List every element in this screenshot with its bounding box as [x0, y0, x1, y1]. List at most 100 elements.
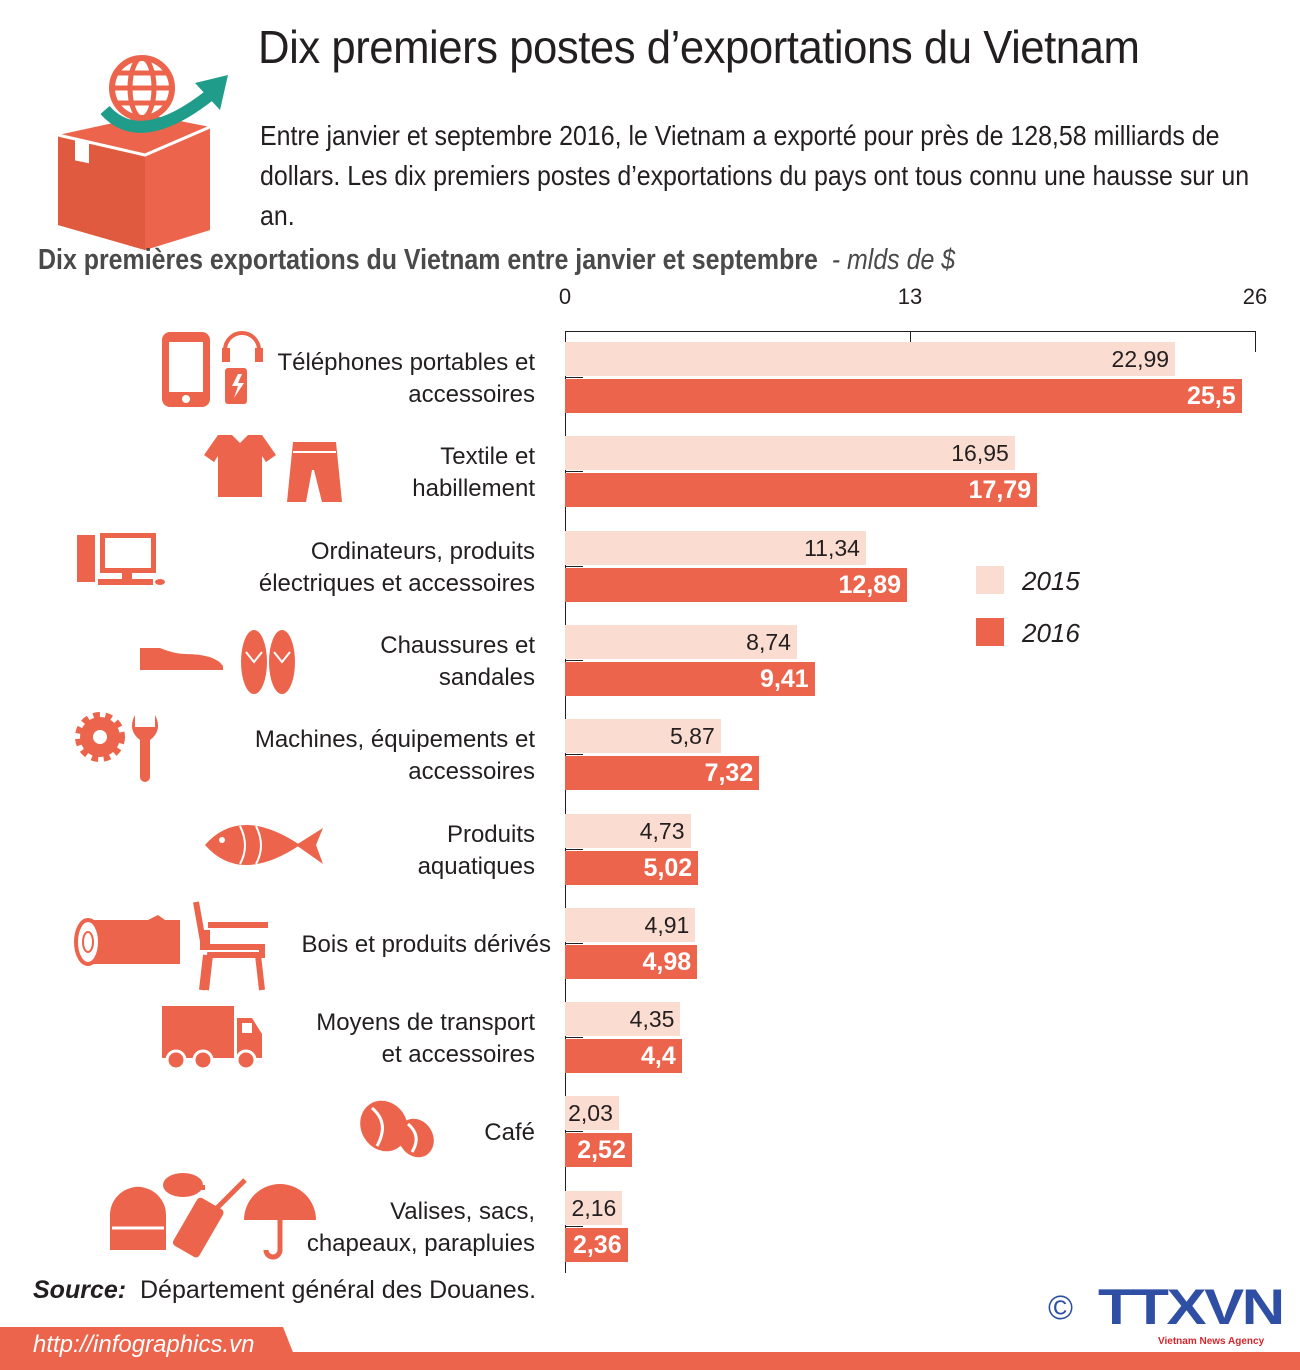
data-label-2015: 5,87 — [670, 723, 715, 750]
data-label-2016: 25,5 — [1187, 382, 1236, 410]
bar-2015 — [565, 624, 797, 659]
fish-icon — [205, 825, 323, 865]
category-label-line: Téléphones portables et — [277, 349, 535, 376]
source-note: Source: Département général des Douanes. — [33, 1276, 536, 1305]
bar-2015 — [565, 436, 1015, 471]
bar-2015 — [565, 1096, 619, 1131]
category-label-line: Ordinateurs, produits — [310, 537, 535, 565]
data-label-2015: 4,35 — [629, 1006, 675, 1033]
data-label-2015: 4,73 — [639, 817, 685, 844]
data-label-2016: 17,79 — [968, 476, 1032, 505]
data-label-2016: 4,4 — [641, 1042, 676, 1071]
data-label-2016: 12,89 — [838, 570, 902, 599]
category-label-line: Bois et produits dérivés — [301, 930, 551, 958]
shoes-icon — [140, 630, 295, 694]
bar-2015 — [565, 1002, 681, 1037]
url-band — [0, 1327, 300, 1370]
category-label-line: Produits — [446, 820, 535, 848]
footer-band — [0, 1352, 1300, 1370]
machine-gear-icon — [75, 712, 159, 782]
y-tick-mark — [565, 659, 583, 661]
bar-2016 — [565, 1227, 628, 1262]
data-label-2015: 2,16 — [571, 1194, 617, 1221]
data-label-2016: 2,36 — [572, 1230, 622, 1259]
x-tick-label: 26 — [1242, 284, 1268, 309]
bar-2016 — [565, 756, 760, 791]
legend-label-2015: 2015 — [1022, 566, 1080, 596]
bags-umbrella-icon — [110, 1173, 316, 1260]
bar-2016 — [565, 473, 1038, 508]
y-tick-mark — [565, 1225, 583, 1227]
category-label-line: chapeaux, parapluies — [306, 1229, 535, 1257]
y-tick-mark — [565, 565, 583, 567]
category-label-line: Café — [484, 1119, 535, 1147]
bar-2016 — [565, 661, 815, 696]
category-label-line: Moyens de transport — [316, 1009, 535, 1037]
logo-text: TTXVN — [1098, 1279, 1285, 1335]
category-label-line: accessoires — [408, 381, 535, 408]
category-label: Textile et habillement — [412, 441, 535, 505]
category-label-line: Chaussures et — [380, 631, 535, 659]
wood-chair-icon — [74, 901, 268, 991]
bar-2016 — [565, 1133, 632, 1168]
y-tick-mark — [565, 377, 583, 378]
y-tick-mark — [565, 942, 583, 944]
coffee-bean-icon — [360, 1100, 434, 1158]
category-label: Téléphones portables et accessoires — [277, 347, 535, 411]
data-label-2016: 7,32 — [704, 759, 754, 788]
category-label: Produits aquatiques — [418, 819, 535, 883]
computer-icon — [77, 533, 165, 585]
y-axis-line — [565, 331, 566, 1273]
category-label-line: accessoires — [408, 758, 535, 786]
bar-2016 — [565, 1039, 682, 1074]
page-title: Dix premiers postes d’exportations du Vi… — [258, 21, 1140, 73]
category-label: Valises, sacs, chapeaux, parapluies — [307, 1196, 535, 1260]
y-tick-mark — [565, 848, 583, 850]
y-tick-mark — [565, 471, 583, 473]
source-text: Département général des Douanes. — [140, 1276, 537, 1304]
category-label-line: et accessoires — [381, 1041, 535, 1069]
category-label-line: Machines, équipements et — [254, 726, 535, 754]
category-label-line: Textile et — [440, 443, 535, 471]
category-icons — [74, 331, 434, 1260]
clothes-icon — [204, 435, 342, 502]
data-label-2015: 11,34 — [804, 534, 860, 561]
data-label-2016: 2,52 — [577, 1136, 626, 1165]
bar-2016 — [565, 850, 699, 885]
category-label: Bois et produits dérivés — [302, 929, 551, 961]
logo-subtitle: Vietnam News Agency — [1158, 1336, 1265, 1347]
bar-2015 — [565, 1190, 623, 1225]
bar-2015 — [565, 813, 691, 848]
y-tick-mark — [565, 754, 583, 756]
export-box-globe-icon — [57, 55, 228, 250]
category-label: Machines, équipements et accessoires — [255, 724, 535, 788]
bar-2016 — [565, 379, 1242, 413]
legend-swatch-2015 — [976, 566, 1004, 594]
data-label-2016: 4,98 — [642, 947, 692, 976]
truck-icon — [162, 1006, 262, 1071]
category-label-line: habillement — [412, 475, 535, 503]
data-label-2015: 8,74 — [746, 628, 791, 655]
bar-2015 — [565, 530, 866, 565]
x-tick-label: 13 — [897, 284, 923, 309]
category-label-line: sandales — [438, 663, 535, 691]
category-label-line: électriques et accessoires — [258, 569, 535, 597]
source-label: Source: — [33, 1276, 127, 1304]
bar-2016 — [565, 567, 908, 602]
category-label-line: Valises, sacs, — [390, 1197, 535, 1225]
y-tick-mark — [565, 1131, 583, 1133]
legend-swatch-2016 — [976, 618, 1004, 646]
data-label-2015: 2,03 — [568, 1100, 613, 1127]
bar-2015 — [565, 342, 1176, 376]
x-tick-mark — [1255, 331, 1256, 352]
chart-unit: - mlds de $ — [831, 244, 956, 276]
category-label-line: aquatiques — [417, 852, 535, 880]
phone-headphones-icon — [162, 331, 263, 407]
data-label-2016: 9,41 — [760, 664, 809, 693]
footer-url[interactable]: http://infographics.vn — [33, 1331, 255, 1358]
category-label: Moyens de transport et accessoires — [316, 1007, 535, 1071]
copyright-icon: © — [1048, 1289, 1074, 1327]
x-tick-mark — [910, 331, 911, 352]
chart-title-text: Dix premières exportations du Vietnam en… — [38, 244, 818, 276]
data-label-2015: 16,95 — [951, 440, 1009, 467]
